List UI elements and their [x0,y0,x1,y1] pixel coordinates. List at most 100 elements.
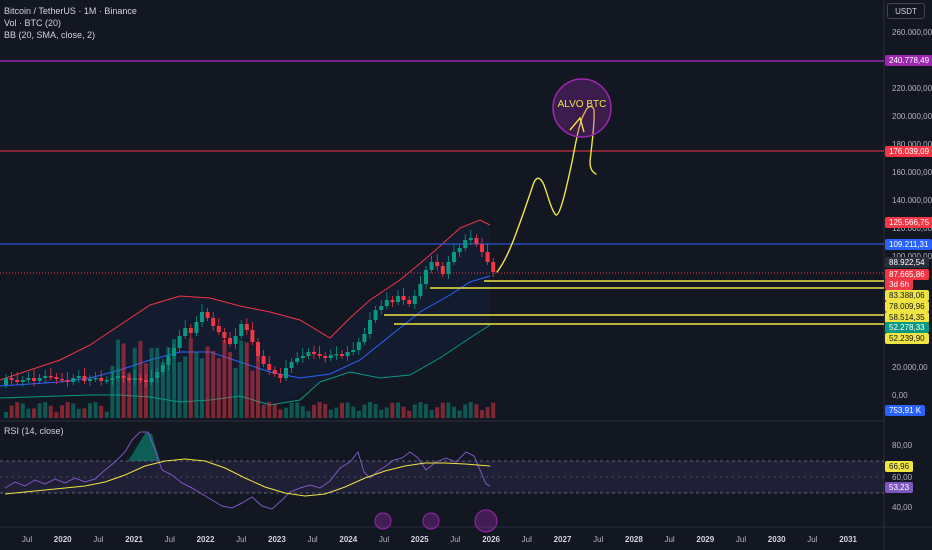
candle-body [306,352,311,356]
candle-body [239,324,244,336]
volume-bar [457,410,462,418]
volume-legend[interactable]: Vol · BTC (20) [4,18,62,28]
volume-bar [26,408,31,418]
candle-body [261,356,266,364]
bb-lower-band [0,324,491,406]
time-axis-label: 2028 [624,535,643,544]
volume-bar [306,410,311,418]
target-circle [552,78,612,138]
candlesticks [4,230,496,388]
candle-body [328,355,333,358]
support-price-badge: 52.239,90 [885,333,929,344]
volume-bar [228,351,232,418]
volume-bar [474,404,479,418]
volume-bar [37,403,42,418]
volume-bar [424,404,428,418]
time-axis-label: 2030 [767,535,786,544]
candle-body [20,380,25,382]
volume-bar [104,411,109,418]
candle-body [485,252,490,262]
candle-body [233,336,238,344]
volume-bar [172,338,176,418]
volume-bar [144,363,148,418]
candle-body [222,332,227,338]
volume-bar [468,402,473,418]
time-axis-label: Jul [236,535,247,544]
price-tick: 160.000,00 [892,168,932,177]
time-axis-label: Jul [521,535,532,544]
time-axis-label: 2027 [553,535,572,544]
volume-bar [289,402,294,418]
rsi-legend[interactable]: RSI (14, close) [4,426,64,436]
time-axis-label: Jul [93,535,104,544]
time-axis-label: 2024 [339,535,358,544]
volume-bar [368,402,372,418]
candle-body [71,378,76,382]
candle-body [440,266,445,274]
candle-body [93,378,98,380]
rsi-tick: 80,00 [892,441,913,450]
target-arrow [569,116,585,133]
volume-bar [194,351,199,418]
volume-bar [82,408,87,418]
candle-body [155,372,160,378]
candle-body [463,240,468,248]
price-tick: 120.000,00 [892,224,932,233]
volume-bar [384,407,389,418]
volume-bar [278,409,283,418]
time-axis-label: Jul [450,535,461,544]
currency-button[interactable]: USDT [887,3,925,19]
candle-body [390,300,395,302]
candle-body [250,330,255,342]
candle-body [166,356,171,365]
time-axis-label: 2031 [839,535,857,544]
candle-body [491,262,496,272]
volume-bar [412,404,417,418]
candle-body [116,376,120,378]
volume-bar [48,405,53,418]
volume-bar [60,405,64,418]
candle-body [373,310,378,320]
candle-body [452,252,456,262]
projection-drawing [496,105,597,273]
candle-body [160,365,165,372]
candle-body [412,296,417,304]
volume-bar [340,402,344,418]
volume-bar [205,346,210,418]
volume-bar [166,347,171,418]
symbol-legend[interactable]: Bitcoin / TetherUS · 1M · Binance [4,6,137,16]
volume-bar [233,368,238,418]
support-price-badge: 83.388,06 [885,290,929,301]
volume-bar [32,408,36,418]
candle-body [228,338,232,344]
resistance-price-badge: 176.039,09 [885,146,932,157]
volume-bar [222,339,227,418]
price-tick: 140.000,00 [892,196,932,205]
target-label: ALVO BTC [558,99,607,110]
candle-body [401,296,406,300]
volume-bar [160,362,165,418]
candle-body [172,348,176,356]
candle-body [65,380,70,382]
candle-body [188,328,193,333]
candle-body [82,376,87,381]
candle-body [256,342,260,356]
volume-bar [127,373,132,418]
bollinger-legend[interactable]: BB (20, SMA, close, 2) [4,30,96,40]
volume-bar [446,402,451,418]
volume-bar [110,365,115,418]
volume-bar [390,402,395,418]
time-axis-label: 2025 [410,535,429,544]
volume-bar [407,410,412,418]
time-axis-label: 2021 [125,535,143,544]
volume-bar [200,358,204,418]
volume-bar [373,404,378,418]
volume-bar [480,410,484,418]
price-tick: 0,00 [892,391,908,400]
candle-body [272,370,277,374]
rsi-ma-badge: 66,96 [885,461,914,472]
rsi-marker-1 [374,512,392,530]
candle-body [396,296,400,302]
